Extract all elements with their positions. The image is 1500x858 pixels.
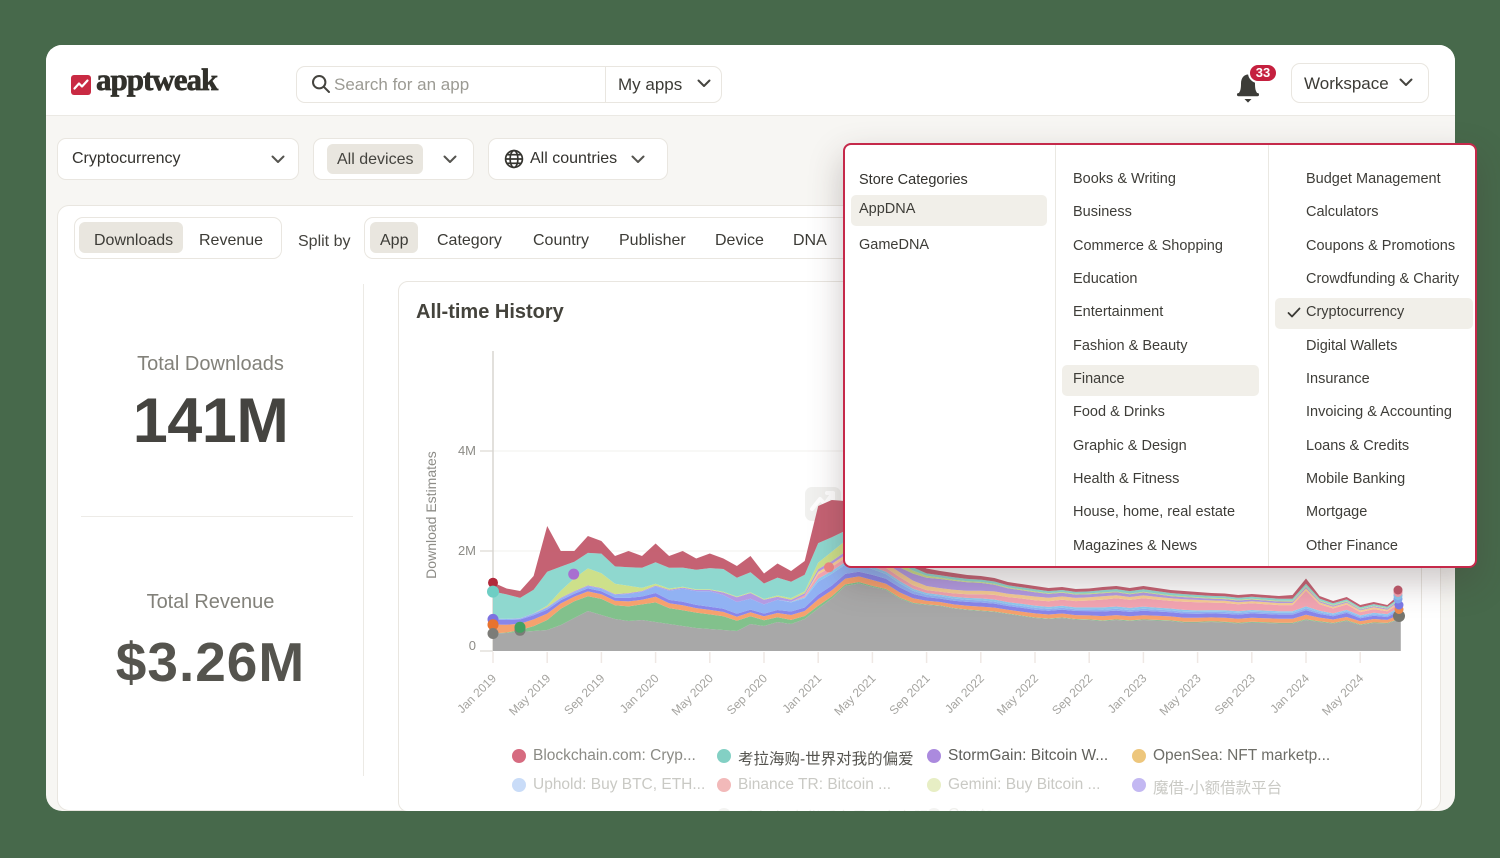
svg-text:Jan 2024: Jan 2024 <box>1267 671 1312 716</box>
svg-text:May 2021: May 2021 <box>831 671 878 718</box>
svg-text:Sep 2021: Sep 2021 <box>886 671 932 717</box>
svg-text:0: 0 <box>469 638 476 653</box>
svg-text:Jan 2023: Jan 2023 <box>1105 671 1150 716</box>
svg-text:May 2022: May 2022 <box>994 671 1041 718</box>
svg-text:May 2020: May 2020 <box>669 671 716 718</box>
svg-text:Sep 2019: Sep 2019 <box>561 671 607 717</box>
svg-text:2M: 2M <box>458 543 476 558</box>
svg-text:Sep 2022: Sep 2022 <box>1049 671 1095 717</box>
svg-text:Sep 2020: Sep 2020 <box>724 671 770 717</box>
svg-text:Sep 2023: Sep 2023 <box>1212 671 1258 717</box>
svg-text:May 2024: May 2024 <box>1319 671 1366 718</box>
svg-text:Jan 2020: Jan 2020 <box>617 671 662 716</box>
svg-text:Jan 2022: Jan 2022 <box>942 671 987 716</box>
svg-text:Jan 2021: Jan 2021 <box>779 671 824 716</box>
svg-text:Download Estimates: Download Estimates <box>423 451 439 579</box>
svg-text:Jan 2019: Jan 2019 <box>454 671 499 716</box>
svg-text:4M: 4M <box>458 443 476 458</box>
svg-text:May 2019: May 2019 <box>506 671 553 718</box>
svg-text:May 2023: May 2023 <box>1157 671 1204 718</box>
